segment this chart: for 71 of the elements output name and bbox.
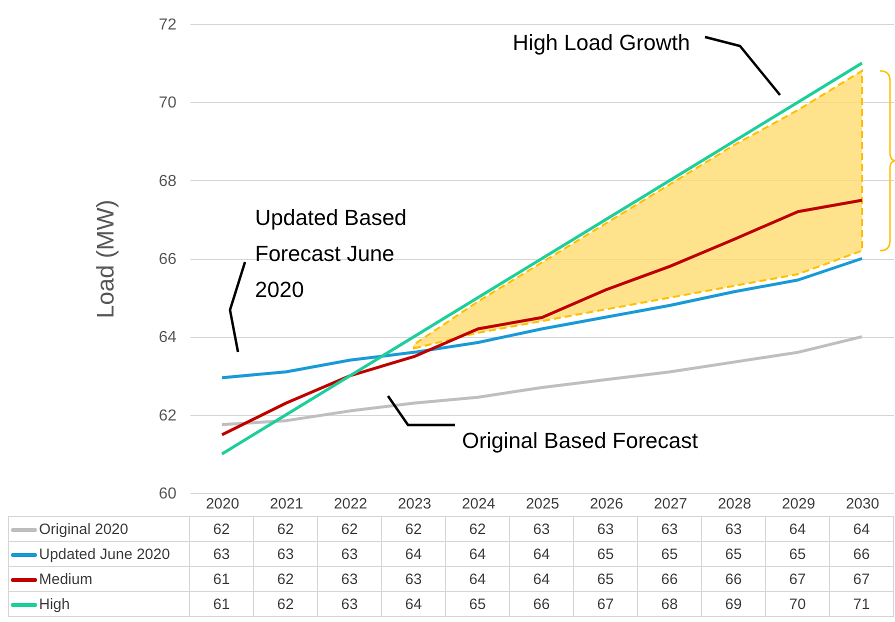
line-series [220, 335, 864, 426]
data-label: 63 [190, 542, 254, 566]
data-label: 67 [574, 592, 638, 616]
data-label: 62 [382, 516, 446, 542]
y-tick-label: 60 [158, 486, 177, 502]
x-tick-label: 2020 [206, 496, 240, 512]
x-tick-label: 2028 [718, 496, 752, 512]
data-label: 65 [574, 542, 638, 566]
data-label: 61 [190, 566, 254, 592]
data-label: 62 [254, 592, 318, 616]
y-tick-label: 68 [158, 172, 177, 190]
data-label: 65 [574, 566, 638, 592]
data-label: 62 [190, 516, 254, 542]
x-tick-label: 2024 [462, 496, 496, 512]
x-tick-label: 2029 [782, 496, 816, 512]
data-label: 66 [510, 592, 574, 616]
x-tick-label: 2023 [398, 496, 432, 512]
y-tick-label: 62 [158, 407, 177, 424]
data-label: 64 [510, 566, 574, 592]
y-tick-label: 72 [158, 16, 177, 34]
data-label: 63 [382, 566, 446, 592]
data-label: 63 [510, 516, 574, 542]
legend-label: Updated June 2020 [8, 542, 190, 566]
data-label: 66 [830, 542, 894, 566]
x-tick-label: 2027 [654, 496, 688, 512]
y-tick-label: 70 [158, 94, 177, 112]
data-label: 65 [446, 592, 510, 616]
data-label: 67 [766, 566, 830, 592]
data-label: 66 [638, 566, 702, 592]
data-label: 71 [830, 592, 894, 616]
data-label: 65 [638, 542, 702, 566]
data-label: 62 [254, 566, 318, 592]
data-label: 65 [766, 542, 830, 566]
legend-label: Original 2020 [8, 516, 190, 542]
data-label: 64 [766, 516, 830, 542]
data-label: 61 [190, 592, 254, 616]
data-label: 64 [830, 516, 894, 542]
annotation: Original Based Forecast [462, 428, 698, 453]
data-label: 63 [318, 566, 382, 592]
data-label: 67 [830, 566, 894, 592]
data-label: 64 [510, 542, 574, 566]
annotation: Updated Based Forecast June 2020 [255, 205, 407, 302]
x-tick-label: 2025 [526, 496, 560, 512]
data-label: 62 [318, 516, 382, 542]
annotation: High Load Growth [512, 30, 690, 55]
data-label: 64 [382, 542, 446, 566]
data-label: 68 [638, 592, 702, 616]
data-label: 63 [574, 516, 638, 542]
data-label: 65 [702, 542, 766, 566]
data-label: 62 [254, 516, 318, 542]
data-label: 63 [702, 516, 766, 542]
data-label: 66 [702, 566, 766, 592]
x-tick-label: 2022 [334, 496, 368, 512]
data-label: 63 [318, 592, 382, 616]
legend-label: High [8, 592, 190, 616]
data-label: 69 [702, 592, 766, 616]
data-label: 64 [382, 592, 446, 616]
y-axis-title: Load (MW) [92, 200, 120, 318]
data-label: 64 [446, 542, 510, 566]
y-tick-label: 66 [158, 251, 177, 268]
legend-label: Medium [8, 566, 190, 592]
data-label: 63 [318, 542, 382, 566]
x-tick-label: 2030 [846, 496, 880, 512]
data-label: 63 [254, 542, 318, 566]
x-tick-label: 2021 [270, 496, 304, 512]
data-label: 70 [766, 592, 830, 616]
data-label: 63 [638, 516, 702, 542]
y-tick-label: 64 [158, 329, 177, 346]
data-label: 62 [446, 516, 510, 542]
data-label: 64 [446, 566, 510, 592]
x-tick-label: 2026 [590, 496, 624, 512]
